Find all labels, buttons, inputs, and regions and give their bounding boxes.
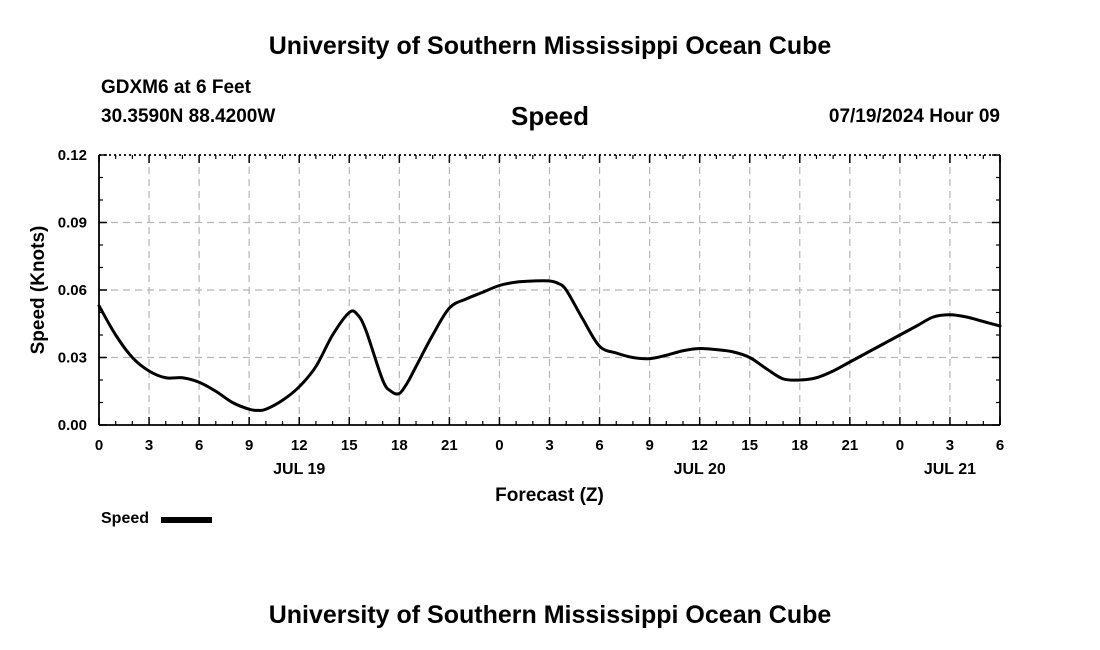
x-tick-label: 3: [545, 437, 553, 454]
date-label: JUL 20: [674, 461, 726, 478]
x-tick-label: 18: [791, 437, 808, 454]
x-tick-label: 12: [691, 437, 708, 454]
y-tick-label: 0.06: [58, 282, 87, 299]
x-tick-label: 3: [145, 437, 153, 454]
speed-series-line: [97, 279, 1002, 412]
legend-label: Speed: [101, 510, 150, 527]
y-tick-label: 0.03: [58, 350, 87, 367]
page-title-bottom: University of Southern Mississippi Ocean…: [268, 601, 832, 629]
y-axis-title: Speed (Knots): [28, 226, 49, 355]
y-tick-label: 0.00: [58, 417, 87, 434]
date-hour-label: 07/19/2024 Hour 09: [828, 106, 1000, 127]
x-tick-label: 15: [341, 437, 358, 454]
x-tick-label: 9: [645, 437, 653, 454]
chart-title: Speed: [510, 101, 590, 131]
date-label: JUL 21: [924, 461, 976, 478]
x-tick-label: 0: [896, 437, 904, 454]
x-tick-label: 6: [195, 437, 203, 454]
x-tick-label: 6: [595, 437, 603, 454]
station-label: GDXM6 at 6 Feet: [101, 77, 251, 98]
x-axis-title: Forecast (Z): [495, 485, 604, 506]
x-tick-label: 21: [841, 437, 858, 454]
legend-swatch: [161, 517, 212, 523]
date-label: JUL 19: [273, 461, 325, 478]
coordinates-label: 30.3590N 88.4200W: [101, 106, 276, 127]
x-tick-label: 0: [495, 437, 503, 454]
x-tick-label: 9: [245, 437, 253, 454]
x-tick-label: 0: [95, 437, 103, 454]
y-tick-label: 0.12: [58, 147, 87, 164]
y-tick-label: 0.09: [58, 215, 87, 232]
x-tick-label: 21: [441, 437, 458, 454]
x-tick-label: 18: [391, 437, 408, 454]
page-title-top: University of Southern Mississippi Ocean…: [268, 32, 832, 60]
x-tick-label: 3: [946, 437, 954, 454]
x-tick-label: 6: [996, 437, 1004, 454]
x-tick-label: 12: [291, 437, 308, 454]
x-tick-label: 15: [741, 437, 758, 454]
